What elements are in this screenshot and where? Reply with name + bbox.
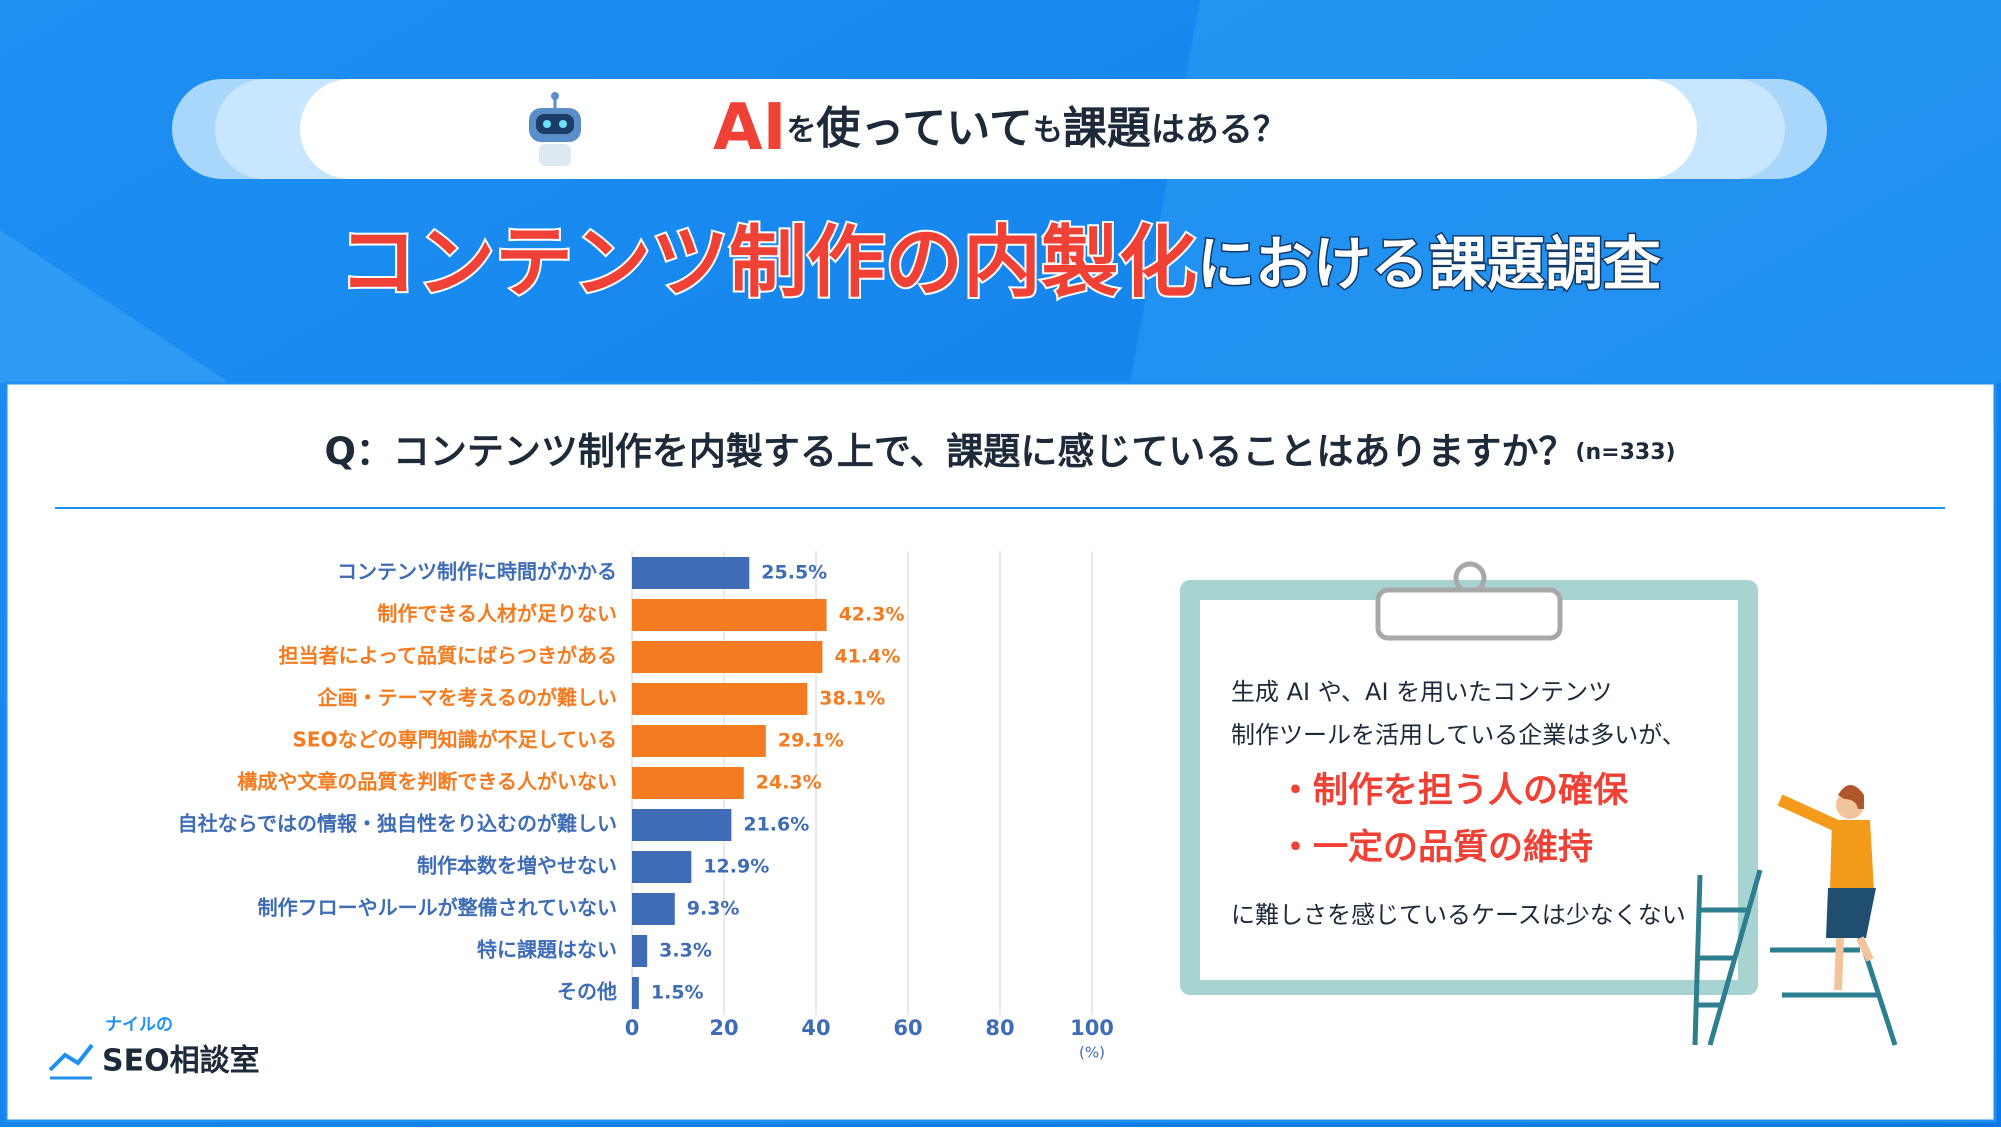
x-tick-label: 0 bbox=[625, 1016, 640, 1040]
bar bbox=[632, 851, 692, 883]
value-label: 21.6% bbox=[743, 814, 809, 836]
category-label: 制作フローやルールが整備されていない bbox=[258, 896, 617, 920]
category-label: 担当者によって品質にばらつきがある bbox=[279, 644, 617, 668]
robot-icon bbox=[529, 92, 581, 166]
category-label: コンテンツ制作に時間がかかる bbox=[337, 560, 617, 584]
bar bbox=[632, 809, 732, 841]
category-label: 構成や文章の品質を判断できる人がいない bbox=[237, 770, 617, 794]
sample-size: (n=333) bbox=[1575, 440, 1675, 465]
logo-small: ナイルの bbox=[105, 1015, 173, 1035]
question: Q：コンテンツ制作を内製する上で、課題に感じていることはありますか？(n=333… bbox=[324, 430, 1675, 473]
logo-main: SEO相談室 bbox=[102, 1044, 260, 1079]
note-conclusion: に難しさを感じているケースは少なくない bbox=[1231, 901, 1686, 929]
badge-part: 課題 bbox=[1063, 103, 1151, 154]
value-label: 42.3% bbox=[839, 604, 905, 626]
x-tick-label: 40 bbox=[801, 1016, 830, 1040]
note-bullet: ・制作を担う人の確保 bbox=[1278, 771, 1629, 811]
background-shape bbox=[0, 230, 230, 383]
bar bbox=[632, 893, 675, 925]
x-tick-label: 100 bbox=[1070, 1016, 1114, 1040]
title-highlight: コンテンツ制作の内製化 bbox=[339, 218, 1197, 308]
category-label: 制作本数を増やせない bbox=[417, 854, 617, 878]
badge-part: はある？ bbox=[1151, 110, 1287, 150]
bar bbox=[632, 683, 808, 715]
value-label: 25.5% bbox=[761, 562, 827, 584]
value-label: 1.5% bbox=[651, 982, 704, 1004]
x-tick-label: 60 bbox=[893, 1016, 922, 1040]
value-label: 3.3% bbox=[659, 940, 712, 962]
bar bbox=[632, 935, 648, 967]
value-label: 41.4% bbox=[834, 646, 900, 668]
x-tick-label: 80 bbox=[985, 1016, 1014, 1040]
badge-text: AIを使っていても課題はある？ bbox=[713, 91, 1287, 165]
bar bbox=[632, 977, 639, 1009]
bar bbox=[632, 557, 750, 589]
note-bullet: ・一定の品質の維持 bbox=[1278, 828, 1593, 868]
illustration bbox=[1692, 785, 1898, 1046]
question-text: Q：コンテンツ制作を内製する上で、課題に感じていることはありますか？ bbox=[324, 430, 1575, 473]
logo bbox=[48, 1043, 94, 1080]
category-label: 制作できる人材が足りない bbox=[377, 602, 617, 626]
badge-part: 使っていて bbox=[816, 103, 1032, 154]
bar bbox=[632, 641, 823, 673]
x-axis-label: (%) bbox=[1079, 1044, 1105, 1062]
bar bbox=[632, 599, 827, 631]
category-label: 企画・テーマを考えるのが難しい bbox=[317, 686, 617, 710]
background-shape bbox=[1130, 0, 2001, 383]
badge bbox=[300, 79, 1697, 179]
note-line: 制作ツールを活用している企業は多いが、 bbox=[1231, 721, 1686, 749]
bar bbox=[632, 767, 744, 799]
category-label: 特に課題はない bbox=[477, 938, 617, 962]
value-label: 12.9% bbox=[703, 856, 769, 878]
main-title: コンテンツ制作の内製化における課題調査 bbox=[339, 218, 1661, 308]
note: 生成 AI や、AI を用いたコンテンツ制作ツールを活用している企業は多いが、・… bbox=[1231, 678, 1686, 929]
note-line: 生成 AI や、AI を用いたコンテンツ bbox=[1231, 678, 1612, 706]
category-label: 自社ならではの情報・独自性をり込むのが難しい bbox=[178, 812, 617, 836]
category-label: その他 bbox=[557, 980, 617, 1004]
value-label: 9.3% bbox=[687, 898, 740, 920]
badge-part: AI bbox=[713, 91, 786, 165]
chart: 0 20 40 60 80 100 (%) コンテンツ制作に時間がかかる 25.5% 制作できる人… bbox=[178, 551, 1114, 1062]
value-label: 29.1% bbox=[778, 730, 844, 752]
x-tick-label: 20 bbox=[709, 1016, 738, 1040]
title-rest: における課題調査 bbox=[1197, 230, 1661, 298]
category-label: SEOなどの専門知識が不足している bbox=[293, 728, 617, 752]
bar bbox=[632, 725, 766, 757]
clipboard bbox=[1180, 561, 1758, 995]
value-label: 24.3% bbox=[756, 772, 822, 794]
badge-part: を bbox=[786, 113, 816, 148]
value-label: 38.1% bbox=[819, 688, 885, 710]
badge-part: も bbox=[1033, 113, 1063, 148]
